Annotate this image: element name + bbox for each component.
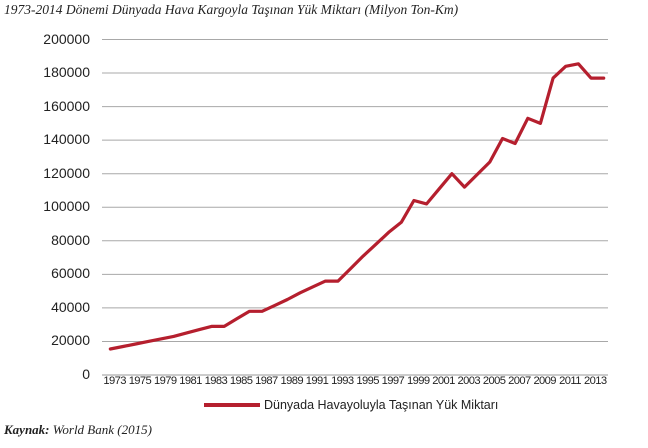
- legend: Dünyada Havayoluyla Taşınan Yük Miktarı: [204, 398, 498, 412]
- y-tick-label: 140000: [43, 131, 90, 148]
- x-tick-label: 1999: [406, 375, 430, 387]
- y-tick-label: 0: [82, 366, 90, 382]
- y-tick-label: 80000: [51, 231, 90, 248]
- x-tick-label: 2013: [584, 375, 607, 387]
- x-axis-labels: 1973 1975 1979 1981 1983 1985 1987 1989 1991 1993…: [102, 375, 614, 391]
- x-tick-label: 1973: [103, 375, 126, 387]
- source-text: World Bank (2015): [52, 422, 152, 437]
- source-note: Kaynak: World Bank (2015): [4, 422, 152, 438]
- y-tick-label: 60000: [51, 265, 90, 282]
- x-tick-label: 1993: [331, 375, 354, 387]
- legend-swatch-icon: [204, 403, 260, 407]
- y-tick-label: 180000: [43, 64, 90, 81]
- x-tick-label: 2003: [457, 375, 481, 387]
- y-tick-label: 40000: [51, 298, 90, 315]
- x-tick-label: 1983: [204, 375, 228, 387]
- data-line: [108, 62, 606, 351]
- x-tick-label: 1995: [356, 375, 379, 387]
- x-tick-label: 1975: [128, 375, 152, 387]
- chart-title: 1973-2014 Dönemi Dünyada Hava Kargoyla T…: [4, 2, 459, 17]
- source-label: Kaynak:: [4, 422, 50, 437]
- x-tick-label: 1985: [229, 375, 253, 387]
- y-tick-label: 160000: [43, 97, 90, 114]
- x-tick-label: 1981: [179, 375, 202, 387]
- x-tick-label: 1997: [381, 375, 405, 387]
- y-tick-label: 100000: [43, 198, 90, 215]
- legend-label: Dünyada Havayoluyla Taşınan Yük Miktarı: [264, 398, 499, 412]
- x-tick-label: 2011: [559, 375, 581, 387]
- x-tick-label: 1979: [153, 375, 177, 387]
- y-tick-label: 20000: [51, 332, 90, 349]
- y-tick-label: 200000: [43, 30, 90, 47]
- x-tick-label: 2005: [482, 375, 506, 387]
- x-tick-label: 2007: [508, 375, 531, 387]
- gridlines: [102, 39, 608, 376]
- x-tick-label: 1989: [280, 375, 303, 387]
- x-tick-label: 2009: [533, 375, 556, 387]
- y-tick-label: 120000: [43, 164, 90, 181]
- x-tick-label: 1987: [255, 375, 278, 387]
- y-axis: 200000 180000 160000 140000 120000 100000 8000…: [0, 0, 90, 448]
- x-tick-label: 1991: [305, 375, 329, 387]
- x-tick-label: 2001: [432, 375, 455, 387]
